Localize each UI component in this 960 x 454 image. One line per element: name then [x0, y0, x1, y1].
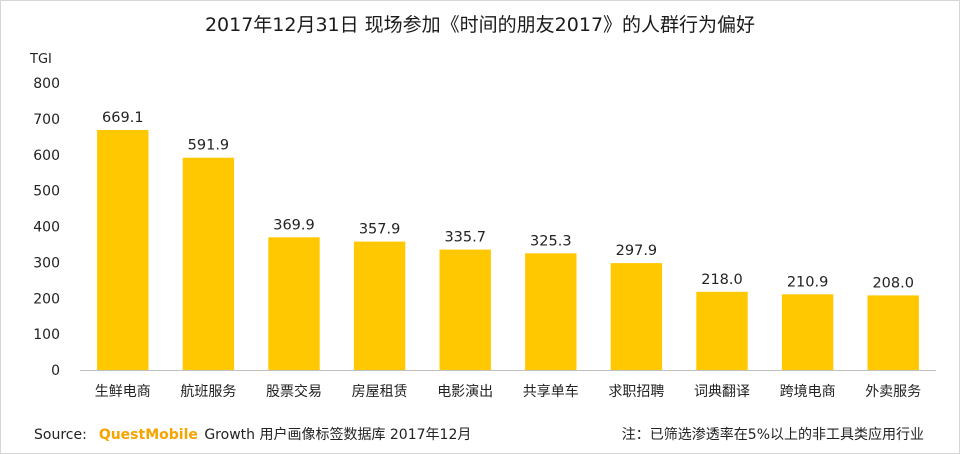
data-label: 325.3	[530, 233, 572, 249]
data-label: 357.9	[359, 222, 401, 238]
footnote: 注：已筛选渗透率在5%以上的非工具类应用行业	[621, 427, 924, 443]
category-label: 电影演出	[437, 384, 493, 400]
y-tick-label: 0	[51, 363, 60, 379]
source-label: Source:	[34, 427, 87, 443]
category-label: 房屋租赁	[352, 384, 408, 400]
bar	[867, 295, 919, 370]
category-label: 共享单车	[523, 383, 579, 400]
brand-name: QuestMobile	[98, 427, 198, 443]
data-label: 218.0	[701, 272, 743, 288]
category-label: 词典翻译	[694, 384, 750, 400]
data-label: 297.9	[616, 243, 658, 259]
bar	[696, 291, 748, 370]
category-label: 生鲜电商	[95, 384, 151, 400]
bar	[610, 263, 663, 370]
data-label: 335.7	[444, 230, 486, 246]
bar	[97, 130, 149, 370]
data-label: 369.9	[273, 217, 315, 233]
y-tick-label: 300	[33, 255, 60, 271]
y-axis-label: TGI	[30, 52, 52, 67]
category-label: 外卖服务	[865, 384, 921, 400]
category-label: 跨境电商	[780, 384, 836, 400]
category-label: 股票交易	[266, 383, 322, 400]
bar	[353, 241, 406, 370]
category-label: 求职招聘	[608, 384, 664, 400]
data-label: 210.9	[787, 274, 829, 290]
y-tick-label: 500	[33, 184, 60, 200]
y-tick-label: 700	[33, 112, 60, 128]
y-tick-label: 800	[33, 76, 60, 92]
data-label: 208.0	[872, 275, 914, 291]
data-label: 591.9	[188, 138, 230, 154]
y-tick-label: 600	[33, 148, 60, 164]
data-label: 669.1	[102, 110, 144, 126]
y-tick-label: 400	[33, 220, 60, 236]
bar	[525, 253, 577, 370]
y-tick-label: 100	[33, 327, 60, 343]
bar	[182, 157, 235, 370]
y-tick-label: 200	[33, 291, 60, 307]
bar	[439, 249, 491, 370]
chart-title: 2017年12月31日 现场参加《时间的朋友2017》的人群行为偏好	[204, 14, 756, 36]
source-text: Growth 用户画像标签数据库 2017年12月	[204, 427, 472, 443]
source-line: Source: QuestMobile Growth 用户画像标签数据库 2017…	[34, 424, 471, 444]
bar	[268, 237, 320, 370]
bar	[781, 294, 834, 370]
category-label: 航班服务	[180, 384, 236, 400]
